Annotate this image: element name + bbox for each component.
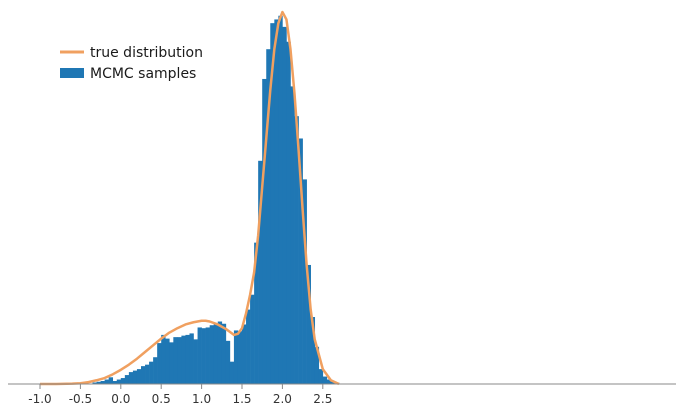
legend: true distribution MCMC samples bbox=[60, 45, 203, 82]
histogram-bar bbox=[177, 337, 182, 384]
histogram-bar bbox=[294, 116, 299, 384]
histogram-bar bbox=[233, 330, 239, 384]
histogram-bar bbox=[254, 242, 259, 384]
histogram-bar bbox=[193, 339, 198, 384]
x-tick-label: 2.0 bbox=[273, 392, 292, 406]
histogram-bar bbox=[161, 334, 166, 384]
histogram-bar bbox=[181, 335, 186, 384]
histogram-bar bbox=[153, 357, 158, 384]
histogram-bar bbox=[290, 86, 295, 385]
histogram-bar bbox=[229, 361, 235, 384]
histogram-bar bbox=[310, 317, 316, 384]
histogram-bar bbox=[96, 381, 101, 384]
histogram-bar bbox=[274, 19, 279, 384]
histogram-bars bbox=[92, 15, 340, 385]
histogram-bar bbox=[242, 324, 247, 384]
histogram-bar bbox=[205, 327, 210, 384]
histogram-bar bbox=[302, 179, 307, 384]
histogram-bar bbox=[92, 382, 97, 384]
histogram-bar bbox=[278, 15, 283, 384]
histogram-bar bbox=[262, 78, 267, 385]
x-tick-label: 0.0 bbox=[111, 392, 130, 406]
histogram-bar bbox=[217, 321, 223, 384]
histogram-bar bbox=[165, 338, 170, 384]
legend-label-true-distribution: true distribution bbox=[90, 45, 203, 61]
histogram-bar bbox=[149, 361, 154, 384]
true-distribution-curve bbox=[40, 10, 340, 386]
histogram-bar bbox=[120, 378, 126, 384]
histogram-bar bbox=[246, 309, 251, 384]
histogram-bar bbox=[209, 325, 215, 384]
histogram-bar bbox=[157, 343, 162, 384]
histogram-bar bbox=[185, 334, 190, 384]
histogram-bar bbox=[213, 322, 219, 384]
histogram-bar bbox=[197, 327, 202, 384]
histogram-bar bbox=[270, 23, 275, 384]
histogram-bar bbox=[141, 366, 146, 384]
true-distribution-curve-group bbox=[40, 10, 340, 386]
histogram-bar bbox=[173, 337, 178, 384]
histogram-bar bbox=[108, 377, 114, 384]
histogram-bar bbox=[124, 375, 130, 384]
histogram-bar bbox=[221, 323, 227, 384]
histogram-bar bbox=[169, 342, 174, 384]
histogram-bar bbox=[322, 376, 328, 384]
histogram-bar bbox=[237, 331, 243, 384]
histogram-bar bbox=[145, 364, 150, 384]
histogram-bar bbox=[225, 340, 231, 384]
histogram-bar bbox=[132, 370, 138, 384]
x-tick-label: -1.0 bbox=[28, 392, 51, 406]
histogram-bar bbox=[326, 379, 332, 384]
x-tick-label: 1.0 bbox=[192, 392, 211, 406]
histogram-bar bbox=[318, 369, 324, 384]
histogram-bar bbox=[298, 138, 303, 384]
histogram-bar bbox=[266, 49, 271, 384]
legend-label-mcmc-samples: MCMC samples bbox=[90, 66, 196, 82]
histogram-bar bbox=[258, 160, 263, 384]
histogram-bar bbox=[189, 333, 194, 384]
x-tick-label: -0.5 bbox=[69, 392, 92, 406]
histogram-bar bbox=[314, 346, 320, 384]
legend-swatch-mcmc-samples bbox=[60, 68, 84, 78]
x-tick-label: 1.5 bbox=[232, 392, 251, 406]
histogram-bar bbox=[104, 379, 109, 384]
x-tick-label: 0.5 bbox=[152, 392, 171, 406]
histogram-bar bbox=[136, 369, 142, 384]
histogram-bar bbox=[100, 381, 105, 384]
x-axis-ticks: -1.0 -0.5 0.0 0.5 1.0 1.5 2.0 2.5 bbox=[28, 384, 332, 406]
histogram-bar bbox=[282, 26, 287, 384]
histogram-bar bbox=[286, 41, 291, 384]
x-tick-label: 2.5 bbox=[313, 392, 332, 406]
histogram-bar bbox=[201, 328, 206, 384]
histogram-bar bbox=[116, 379, 122, 384]
histogram-bar bbox=[250, 294, 255, 384]
histogram-bar bbox=[306, 264, 311, 384]
histogram-bar bbox=[112, 381, 118, 384]
histogram-bar bbox=[128, 372, 134, 384]
